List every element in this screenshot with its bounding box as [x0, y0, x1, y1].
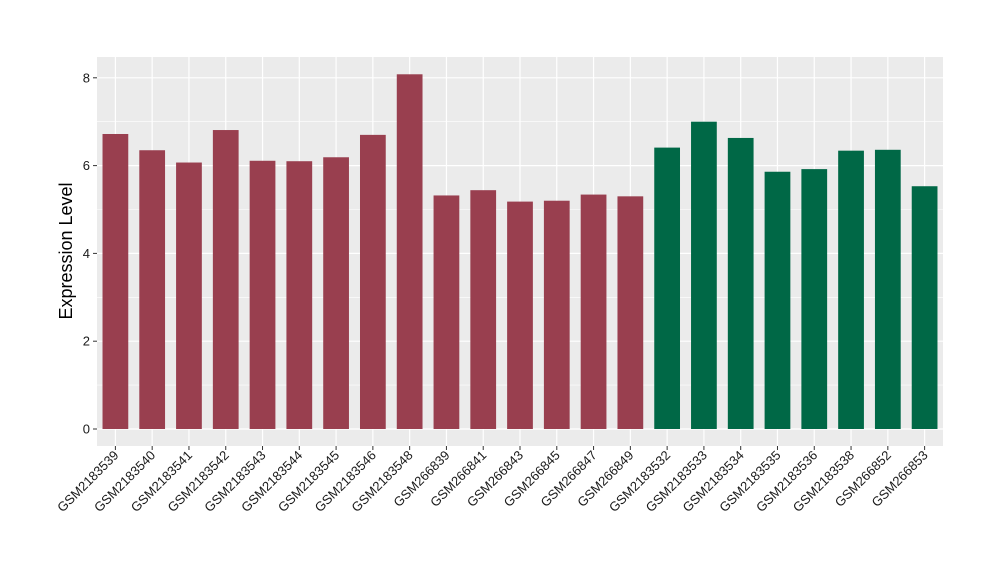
- bar-GSM2183545: [323, 157, 349, 429]
- bar-GSM2183532: [654, 147, 681, 429]
- bar-GSM2183542: [212, 130, 239, 429]
- bar-GSM2183548: [396, 74, 423, 430]
- y-axis-title: Expression Level: [56, 182, 76, 319]
- bar-GSM2183536: [801, 169, 828, 429]
- bar-GSM2183546: [359, 134, 386, 429]
- bar-GSM266843: [507, 201, 533, 429]
- bar-GSM2183543: [249, 160, 276, 429]
- y-tick-label: 8: [83, 70, 90, 85]
- y-tick-label: 0: [83, 422, 90, 437]
- bar-GSM2183534: [727, 137, 754, 429]
- y-tick-label: 6: [83, 158, 90, 173]
- bar-GSM266849: [617, 196, 644, 429]
- y-tick-label: 4: [83, 246, 90, 261]
- bar-GSM266852: [874, 149, 901, 429]
- bars: [102, 74, 938, 430]
- y-axis: 0 2 4 6 8: [83, 70, 97, 437]
- bar-GSM266845: [543, 200, 570, 429]
- x-axis: GSM2183539GSM2183540GSM2183541GSM2183542…: [54, 446, 931, 515]
- bar-GSM2183535: [764, 171, 791, 429]
- bar-GSM2183540: [139, 150, 166, 430]
- y-tick-label: 2: [83, 334, 90, 349]
- bar-GSM266853: [911, 186, 938, 429]
- bar-GSM2183539: [102, 133, 129, 429]
- bar-GSM2183533: [691, 121, 717, 429]
- bar-GSM2183544: [286, 161, 313, 429]
- bar-GSM2183538: [838, 150, 864, 429]
- bar-GSM266841: [470, 190, 497, 429]
- bar-GSM2183541: [176, 162, 202, 430]
- bar-GSM266847: [580, 194, 607, 429]
- bar-GSM266839: [433, 195, 460, 429]
